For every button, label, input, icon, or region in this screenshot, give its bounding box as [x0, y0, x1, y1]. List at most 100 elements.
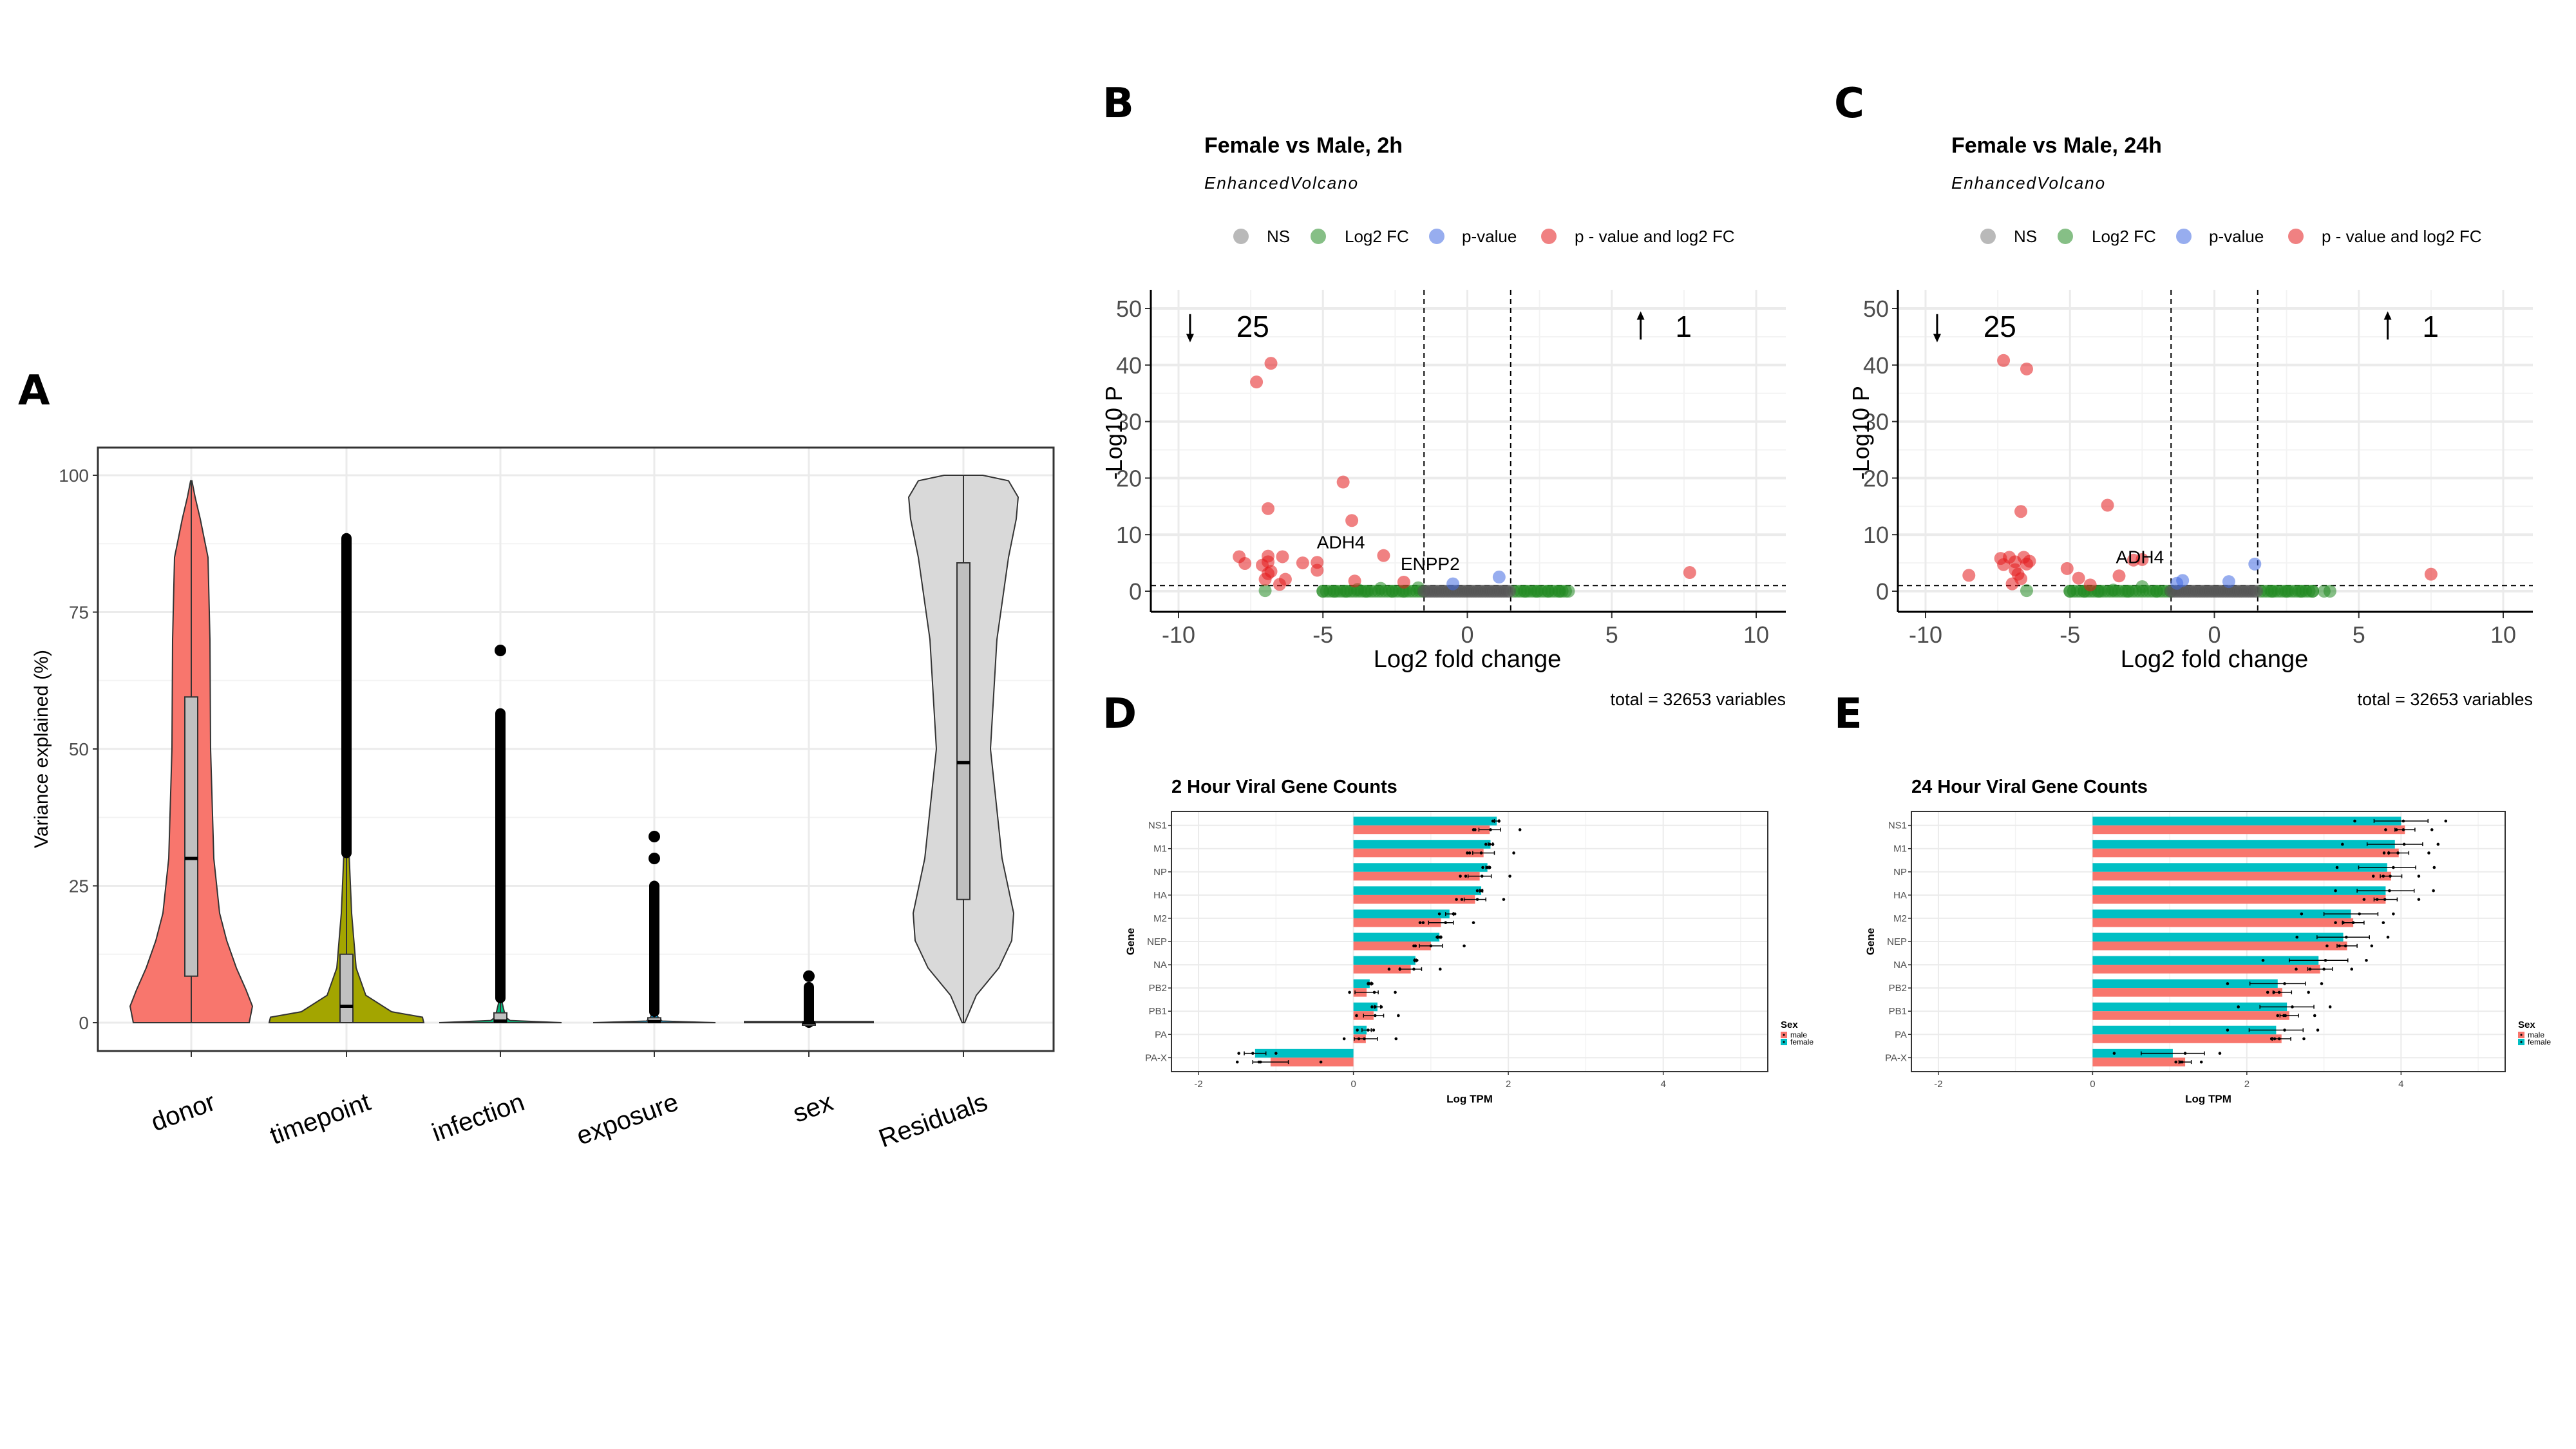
x-tick-label: 4 [2398, 1079, 2403, 1090]
point-log2fc [1340, 585, 1353, 598]
y-tick-label: HA [1893, 890, 1907, 901]
y-tick-label: PA-X [1885, 1052, 1907, 1063]
data-point [2389, 875, 2392, 878]
x-tick-label: 10 [1743, 621, 1769, 648]
chart-title: 2 Hour Viral Gene Counts [1171, 777, 1397, 797]
bar-female [2092, 956, 2319, 965]
outlier-point [649, 853, 660, 864]
point-log2fc [1258, 584, 1272, 598]
data-point [2382, 851, 2386, 855]
gene-label: ADH4 [1317, 533, 1365, 553]
point-significant [1250, 375, 1264, 389]
bar-female [2092, 817, 2401, 826]
data-point [2344, 944, 2347, 948]
point-log2fc [1519, 585, 1532, 598]
chart-title: 24 Hour Viral Gene Counts [1911, 777, 2148, 797]
y-tick-label: PB2 [1889, 983, 1907, 994]
point-significant [1258, 573, 1272, 586]
y-tick-label: 0 [1876, 578, 1889, 605]
y-tick-label: PB1 [1149, 1006, 1167, 1017]
point-log2fc [2295, 585, 2308, 598]
bar-female [1353, 1002, 1378, 1012]
point-significant [1348, 574, 1361, 588]
data-point [1367, 1028, 1370, 1032]
legend-marker-0 [1233, 229, 1249, 244]
y-tick-label: 30 [1116, 409, 1142, 435]
data-point [1373, 1014, 1377, 1018]
data-point [1394, 1037, 1398, 1041]
point-ns [2249, 585, 2263, 598]
data-point [2302, 1037, 2306, 1041]
data-point [2218, 1052, 2222, 1055]
point-significant [1296, 556, 1309, 570]
point-pvalue [2176, 574, 2190, 587]
bar-female [2092, 909, 2351, 918]
point-significant [2020, 362, 2033, 375]
bar-male [1353, 871, 1480, 881]
data-point [2283, 982, 2286, 985]
plot-border [1171, 811, 1768, 1072]
data-point [2226, 1028, 2230, 1032]
bar-male [1353, 848, 1484, 858]
data-point [1429, 944, 1433, 948]
data-point [1437, 912, 1441, 916]
gene-label: ADH4 [2116, 547, 2164, 567]
x-axis-title: Log2 fold change [2121, 646, 2309, 673]
y-axis-title: Gene [1864, 928, 1877, 956]
legend-marker-2 [1429, 229, 1444, 244]
x-tick-label: -10 [1909, 621, 1942, 648]
point-significant [2083, 578, 2097, 592]
data-point [2341, 842, 2344, 846]
bar-male [2092, 1011, 2289, 1020]
point-significant [2020, 557, 2033, 571]
x-tick-label: donor [147, 1088, 219, 1137]
data-point [2350, 967, 2354, 971]
caption: total = 32653 variables [2358, 690, 2533, 709]
legend-label-2: p-value [1462, 227, 1517, 246]
data-point [1342, 1037, 1346, 1041]
data-point [2325, 944, 2329, 948]
data-point [1480, 889, 1484, 893]
legend-label-0: NS [2014, 227, 2037, 246]
data-point [1463, 944, 1466, 948]
data-point [1355, 1014, 1358, 1018]
down-count: 25 [1984, 310, 2016, 343]
bar-female [1353, 886, 1482, 895]
bar-male [2092, 848, 2399, 858]
data-point [2316, 1028, 2320, 1032]
bar-male [1353, 965, 1411, 974]
data-point [1439, 935, 1443, 939]
data-point [2276, 1014, 2280, 1018]
x-tick-label: 0 [2208, 621, 2221, 648]
y-tick-label: 50 [1116, 296, 1142, 322]
data-point [1387, 967, 1391, 971]
point-log2fc [1374, 582, 1387, 595]
x-tick-label: -5 [2060, 621, 2080, 648]
bar-female [1353, 956, 1416, 965]
y-tick-label: 0 [79, 1013, 89, 1033]
x-axis-title: Log TPM [1446, 1093, 1493, 1105]
data-point [1488, 866, 1492, 869]
legend-label-1: Log2 FC [2092, 227, 2156, 246]
data-point [1488, 842, 1492, 846]
data-point [2351, 921, 2355, 924]
data-point [2401, 828, 2405, 831]
chart-subtitle: EnhancedVolcano [1204, 173, 1359, 193]
point-log2fc [1328, 585, 1341, 598]
data-point [2432, 889, 2435, 893]
legend-label-male: male [1790, 1030, 1807, 1039]
data-point [2308, 967, 2312, 971]
data-point [2392, 866, 2395, 869]
y-tick-label: M1 [1893, 844, 1907, 855]
data-point [2342, 921, 2345, 924]
point-significant [1397, 575, 1410, 589]
bar-female [2092, 886, 2386, 895]
data-point [1502, 898, 1506, 901]
point-significant [1238, 556, 1252, 570]
y-tick-label: NP [1153, 867, 1167, 878]
legend-label-female: female [1790, 1037, 1814, 1046]
data-point [2362, 898, 2366, 901]
point-significant [1336, 475, 1350, 489]
point-significant [1273, 578, 1286, 591]
